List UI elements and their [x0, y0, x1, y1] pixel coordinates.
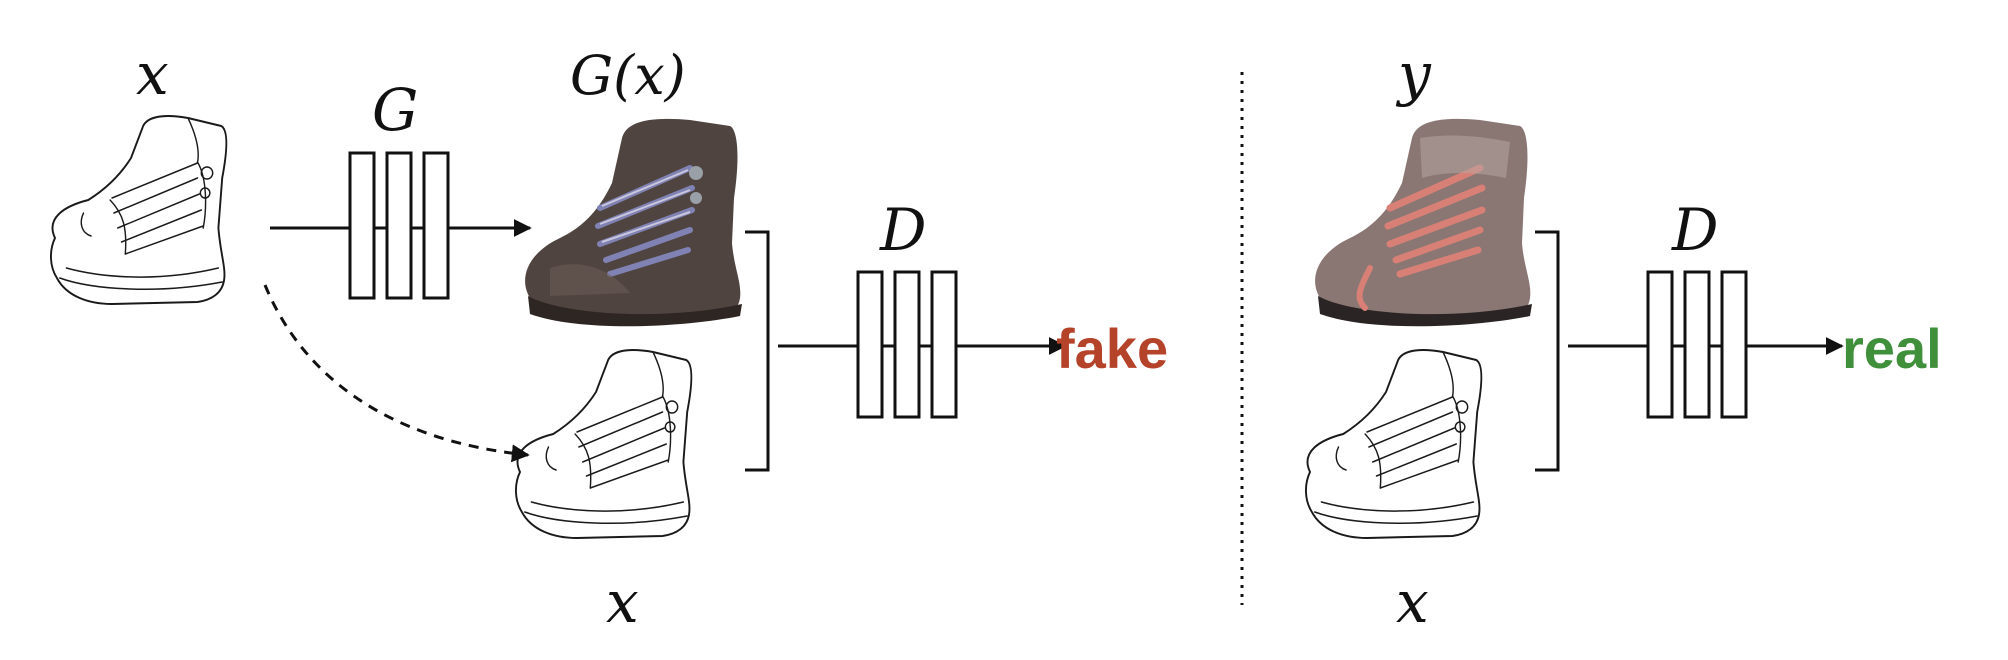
left-d-layer-1 — [856, 270, 884, 419]
input-x-label: x — [136, 40, 169, 108]
left-d-layer-3 — [930, 270, 958, 419]
input-edge-sketch — [49, 115, 228, 305]
generator-layer-3 — [422, 151, 450, 300]
right-d-layer-3 — [1720, 270, 1748, 419]
generator-layer-2 — [385, 151, 413, 300]
generator-label: G — [372, 76, 418, 144]
right-d-layer-2 — [1683, 270, 1711, 419]
real-label: real — [1842, 317, 1942, 380]
bottom-x-label-right: x — [1396, 568, 1429, 636]
target-y-label: y — [1395, 40, 1432, 108]
left-discriminator-label: D — [879, 196, 927, 264]
real-x-sketch-left — [514, 349, 693, 539]
real-boot-image — [1315, 118, 1532, 327]
right-discriminator-label: D — [1671, 196, 1719, 264]
skip-connection-dashed-arrow — [263, 284, 530, 463]
generator-network — [348, 151, 450, 300]
generator-layer-1 — [348, 151, 376, 300]
generated-boot-image — [525, 118, 742, 327]
left-d-layer-2 — [893, 270, 921, 419]
left-discriminator-network — [856, 270, 958, 419]
generated-output-label: G(x) — [570, 44, 686, 107]
real-x-sketch-right — [1304, 349, 1483, 539]
right-concat-bracket — [1535, 230, 1560, 472]
fake-label: fake — [1056, 317, 1168, 380]
right-d-layer-1 — [1646, 270, 1674, 419]
right-discriminator-network — [1646, 270, 1748, 419]
bottom-x-label-left: x — [606, 568, 639, 636]
left-concat-bracket — [745, 230, 770, 472]
